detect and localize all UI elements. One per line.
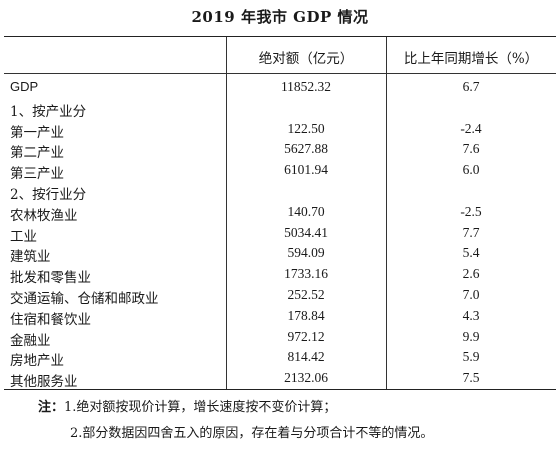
row-growth: 6.0 (462, 162, 480, 178)
note-text-1: 1.绝对额按现价计算，增长速度按不变价计算； (64, 400, 337, 415)
row-label: 农林牧渔业 (10, 207, 78, 224)
row-absolute: 594.09 (287, 245, 325, 261)
row-growth: -2.5 (460, 203, 482, 219)
row-growth: 5.9 (462, 349, 480, 365)
row-label: 批发和零售业 (10, 270, 91, 287)
row-label: 房地产业 (10, 353, 64, 370)
row-absolute: 5627.88 (284, 141, 328, 157)
row-label: 第二产业 (10, 145, 64, 162)
table-row: 农林牧渔业 140.70 -2.5 (4, 202, 556, 224)
row-label: 工业 (10, 228, 37, 245)
table-row: 第二产业 5627.88 7.6 (4, 139, 556, 162)
row-growth: 4.3 (462, 307, 480, 323)
note-line-1: 注：1.绝对额按现价计算，增长速度按不变价计算； (38, 396, 336, 415)
row-absolute: 252.52 (287, 286, 325, 302)
row-growth: -2.4 (460, 120, 482, 136)
column-divider (386, 37, 387, 389)
table-body: GDP 11852.32 6.7 1、按产业分 第一产业 122.50 -2.4… (4, 77, 556, 391)
row-label: 第一产业 (10, 124, 64, 141)
table-title: 2019 年我市 GDP 情况 (191, 8, 369, 26)
row-label: 金融业 (10, 332, 51, 349)
table-row: 房地产业 814.42 5.9 (4, 347, 556, 370)
table-row: 建筑业 594.09 5.4 (4, 243, 556, 266)
row-label: 1、按产业分 (10, 103, 87, 120)
table-row: GDP 11852.32 6.7 (4, 77, 556, 98)
row-absolute: 122.50 (287, 120, 325, 136)
header-growth: 比上年同期增长（%） (403, 51, 539, 67)
table-row: 2、按行业分 (4, 181, 556, 203)
row-label: 2、按行业分 (10, 186, 87, 203)
row-growth: 9.9 (462, 328, 480, 344)
row-label: 第三产业 (10, 166, 64, 183)
table-row: 第一产业 122.50 -2.4 (4, 119, 556, 141)
row-growth: 2.6 (462, 266, 480, 282)
note-text-2: 2.部分数据因四舍五入的原因，存在着与分项合计不等的情况。 (70, 426, 434, 441)
row-label: 建筑业 (10, 249, 51, 266)
row-absolute: 972.12 (287, 328, 325, 344)
row-absolute: 178.84 (287, 307, 325, 323)
row-label: 住宿和餐饮业 (10, 311, 91, 328)
gdp-table: 绝对额（亿元） 比上年同期增长（%） GDP 11852.32 6.7 1、按产… (4, 36, 556, 390)
table-row: 第三产业 6101.94 6.0 (4, 160, 556, 183)
row-growth: 7.7 (462, 224, 480, 240)
row-label: 交通运输、仓储和邮政业 (10, 290, 159, 307)
row-growth: 7.5 (462, 370, 480, 386)
table-row: 1、按产业分 (4, 98, 556, 120)
row-absolute: 11852.32 (280, 79, 332, 94)
table-row: 工业 5034.41 7.7 (4, 223, 556, 245)
note-prefix: 注： (38, 400, 65, 415)
row-absolute: 2132.06 (284, 370, 328, 386)
table-row: 住宿和餐饮业 178.84 4.3 (4, 306, 556, 328)
table-header: 绝对额（亿元） 比上年同期增长（%） (4, 37, 556, 74)
row-growth: 6.7 (462, 79, 480, 94)
row-absolute: 5034.41 (284, 224, 328, 240)
row-label: 其他服务业 (10, 374, 78, 391)
row-growth: 5.4 (462, 245, 480, 261)
table-row: 交通运输、仓储和邮政业 252.52 7.0 (4, 285, 556, 307)
row-growth: 7.0 (462, 286, 480, 302)
table-row: 金融业 972.12 9.9 (4, 327, 556, 349)
row-absolute: 6101.94 (284, 162, 328, 178)
row-growth: 7.6 (462, 141, 480, 157)
row-absolute: 814.42 (287, 349, 325, 365)
row-absolute: 140.70 (287, 203, 325, 219)
row-label: GDP (10, 79, 39, 94)
table-row: 其他服务业 2132.06 7.5 (4, 368, 556, 391)
row-absolute: 1733.16 (284, 266, 328, 282)
note-line-2: 2.部分数据因四舍五入的原因，存在着与分项合计不等的情况。 (70, 422, 433, 441)
header-absolute: 绝对额（亿元） (258, 51, 354, 67)
column-divider (226, 37, 227, 389)
table-row: 批发和零售业 1733.16 2.6 (4, 264, 556, 287)
